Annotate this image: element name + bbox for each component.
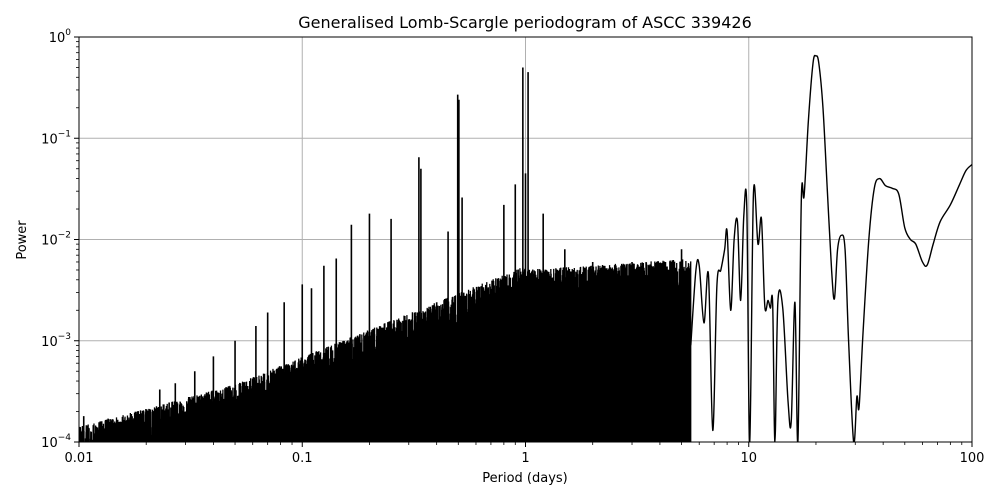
x-axis-label: Period (days): [482, 471, 568, 486]
y-tick-label: 10−3: [41, 332, 71, 350]
periodogram-line: [690, 54, 972, 442]
x-tick-label: 1: [521, 451, 529, 466]
x-tick-label: 10: [740, 451, 757, 466]
y-tick-label: 10−1: [41, 129, 71, 147]
periodogram-noise-line: [79, 259, 692, 442]
y-axis-ticks: 100 10−1 10−2 10−3 10−4: [41, 28, 79, 451]
y-tick-label: 10−4: [41, 433, 71, 451]
x-tick-label: 0.01: [65, 451, 94, 466]
x-tick-label: 0.1: [292, 451, 313, 466]
y-axis-label: Power: [15, 220, 30, 260]
x-axis-ticks: 0.01 0.1 1 10 100: [65, 442, 985, 466]
periodogram-peaks: [82, 67, 683, 442]
x-tick-label: 100: [960, 451, 985, 466]
chart-title: Generalised Lomb-Scargle periodogram of …: [298, 13, 752, 32]
plot-area: [79, 54, 972, 442]
y-tick-label: 10−2: [41, 231, 71, 249]
y-tick-label: 100: [49, 28, 72, 46]
